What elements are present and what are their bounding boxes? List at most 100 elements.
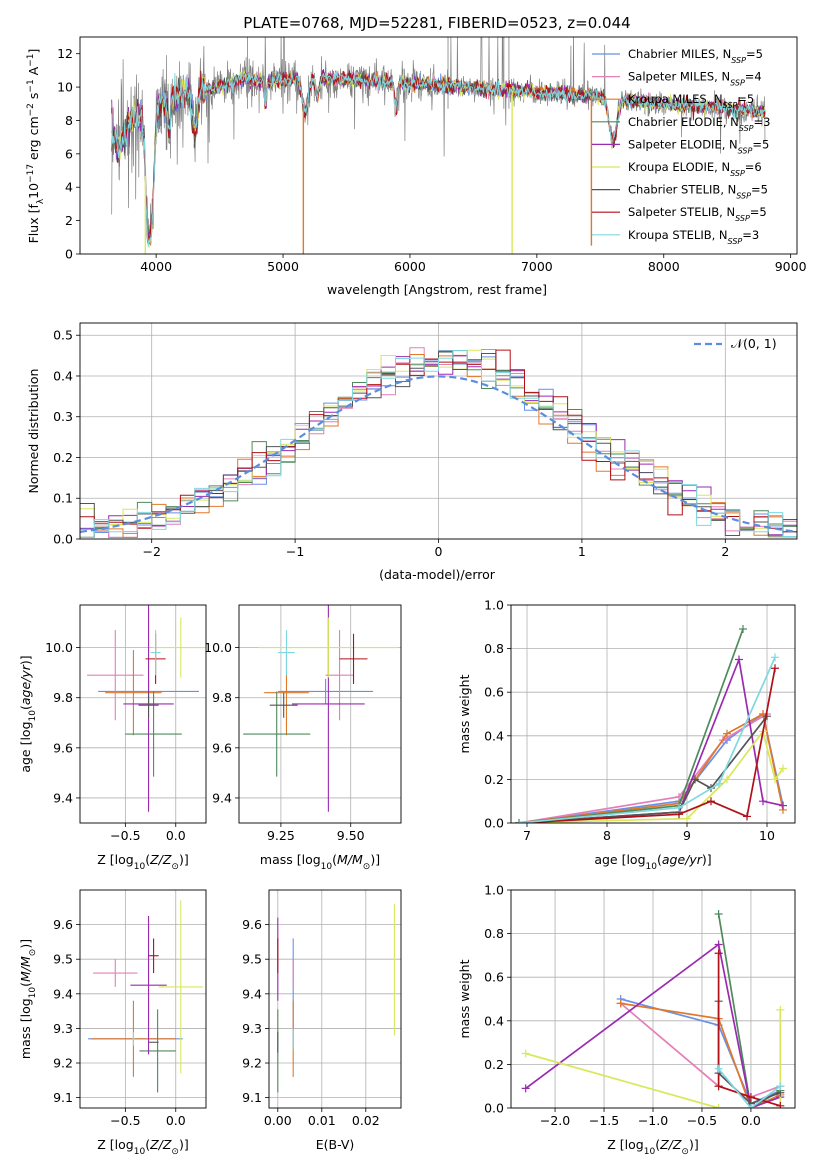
x-tick-label: −0.5 [110,828,140,843]
x-tick-label: 7 [523,828,531,843]
weight-marker [743,812,751,821]
x-tick-label: 9 [683,828,691,843]
plot-area [87,605,206,812]
y-axis-label: age [log10(age/yr)] [18,655,38,772]
weight-marker [776,1101,785,1108]
weight-line [525,1009,782,1108]
x-tick-label: 0.00 [264,1113,292,1128]
x-axis-label: mass [log10(M/M⊙)] [260,852,380,872]
y-tick-label: 0.4 [53,368,73,383]
gaussian-curve [80,375,797,533]
weight-line [525,943,781,1108]
y-tick-label: 9.6 [53,740,73,755]
weight-marker [771,775,779,784]
legend-label: Salpeter STELIB, NSSP=5 [628,205,767,223]
plot-area [521,909,785,1108]
y-tick-label: 0.0 [53,532,73,547]
y-axis-label: mass weight [457,674,472,753]
axes-frame [510,604,796,824]
x-tick-label: 9.25 [267,828,295,843]
grid [80,890,206,1108]
x-tick-label: 6000 [394,259,426,274]
weight-marker [735,655,743,664]
plot-area [88,900,203,1093]
y-tick-label: 0.5 [53,328,73,343]
weight-line [518,628,744,823]
figure-title: PLATE=0768, MJD=52281, FIBERID=0523, z=0… [243,14,630,32]
y-tick-label: 12 [57,46,73,61]
y-tick-label: 0 [65,247,73,262]
y-tick-label: 0.0 [484,816,504,831]
weight-marker [714,940,723,949]
y-tick-label: 0.8 [484,926,504,941]
x-tick-label: 0 [435,544,443,559]
legend: Chabrier MILES, NSSP=5 Salpeter MILES, NS… [592,47,770,245]
y-axis-label: mass [log10(M/M⊙)] [18,939,38,1059]
y-tick-label: 9.6 [53,917,73,932]
x-tick-label: 5000 [267,259,299,274]
y-tick-label: 9.4 [53,790,73,805]
x-axis-label: Z [log10(Z/Z⊙)] [97,1137,188,1157]
x-tick-label: 1 [578,544,586,559]
plot-area [243,605,399,812]
mass-vs-metallicity-panel: −0.5 0.0 9.1 9.2 9.3 9.4 9.5 9.6 Z [log10(Z/Z⊙)]… [18,889,207,1157]
axes-frame [238,604,402,824]
y-tick-label: 0.1 [53,491,73,506]
y-tick-label: 9.2 [242,1056,262,1071]
y-tick-label: 0.2 [484,1057,504,1072]
weight-vs-age-panel: 7 8 9 10 0.0 0.2 0.4 0.6 0.8 1.0 age [log10(age/yr… [457,598,796,872]
y-tick-label: 0.2 [53,450,73,465]
x-tick-label: 0.01 [308,1113,336,1128]
y-tick-label: 9.5 [53,952,73,967]
axes-frame [268,889,402,1109]
weight-marker [683,814,691,823]
y-axis-label: Flux [fλ10−17 erg cm−2 s−1 A−1] [26,49,46,244]
x-tick-label: 8000 [648,259,680,274]
weight-marker [714,1104,723,1108]
y-tick-label: 0.3 [53,409,73,424]
weight-marker [776,1082,785,1091]
weight-marker [759,797,767,806]
x-tick-label: 2 [721,544,729,559]
x-tick-label: 9.50 [337,828,365,843]
axes-frame [79,36,798,255]
grid [239,605,401,823]
x-tick-label: −2 [142,544,160,559]
x-axis-label: Z [log10(Z/Z⊙)] [97,852,188,872]
grid [511,889,795,1109]
y-tick-label: 0.6 [484,970,504,985]
y-tick-label: 9.3 [53,1021,73,1036]
y-tick-label: 10.0 [45,640,73,655]
grid [269,890,401,1108]
age-vs-mass-panel: 9.25 9.50 9.4 9.6 9.8 10.0 mass [log10(M/M⊙)] [204,604,402,872]
weight-marker [771,664,779,673]
y-tick-label: 0.2 [484,772,504,787]
y-tick-label: 4 [65,180,73,195]
legend-label: Kroupa STELIB, NSSP=3 [628,228,759,246]
x-axis-label: Z [log10(Z/Z⊙)] [607,1137,698,1157]
x-tick-label: −1.0 [638,1113,668,1128]
y-tick-label: 1.0 [484,883,504,898]
axes-frame [79,604,207,824]
y-tick-label: 9.1 [53,1090,73,1105]
weight-marker [675,803,683,812]
x-tick-label: 9000 [775,259,807,274]
weight-marker [746,1104,755,1108]
weight-line [717,953,781,1107]
y-tick-label: 9.1 [242,1090,262,1105]
weight-marker [691,775,699,784]
weight-marker [714,1082,723,1091]
y-tick-label: 9.4 [212,790,232,805]
weight-marker [723,775,731,784]
weight-marker [746,1093,755,1102]
y-tick-label: 8 [65,113,73,128]
y-tick-label: 9.4 [242,986,262,1001]
x-tick-label: −1.5 [589,1113,619,1128]
legend-label: Chabrier ELODIE, NSSP=3 [628,115,770,133]
y-tick-label: 9.4 [53,986,73,1001]
legend-label: Salpeter ELODIE, NSSP=5 [628,137,769,155]
y-tick-label: 1.0 [484,598,504,613]
x-tick-label: 0.02 [352,1113,380,1128]
weight-marker [521,1049,530,1058]
y-tick-label: 9.8 [53,690,73,705]
